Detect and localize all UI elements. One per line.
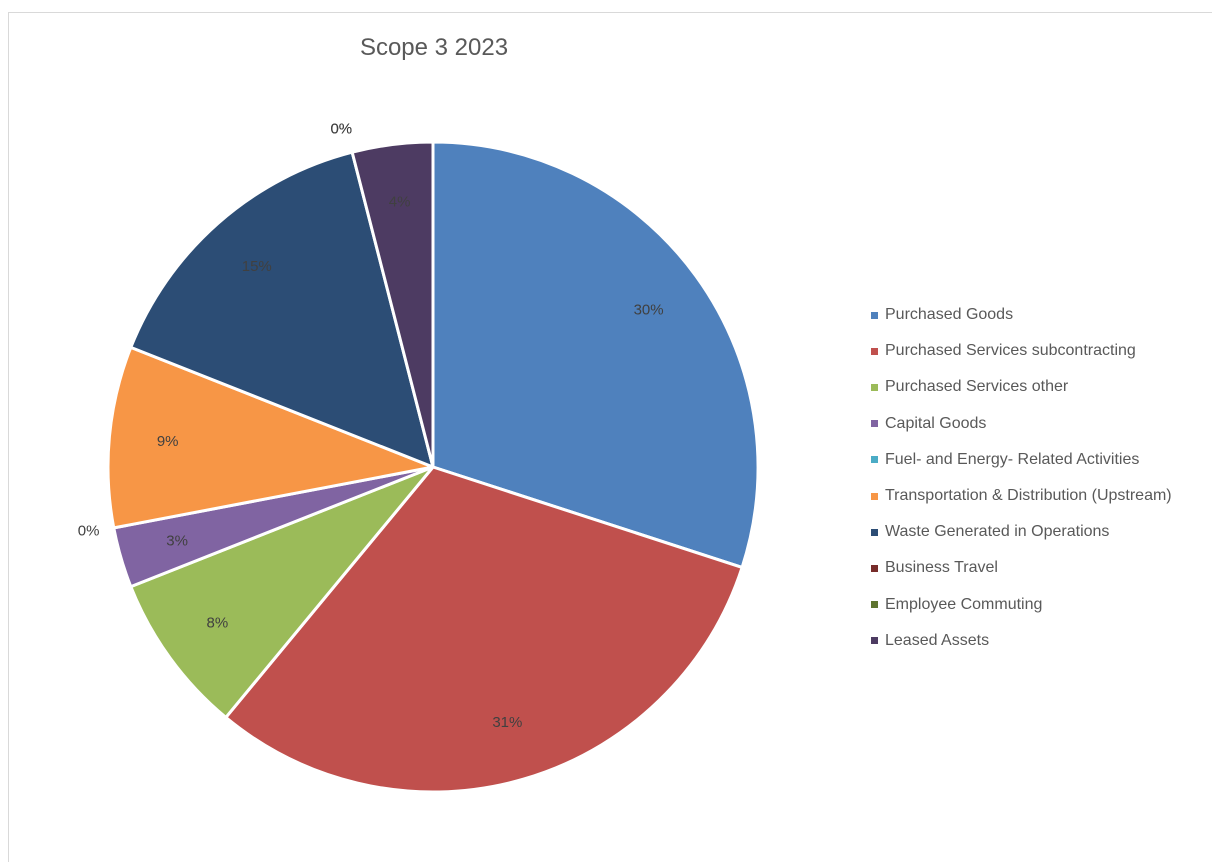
- legend-item-purchased-services-other: Purchased Services other: [871, 369, 1172, 405]
- legend-swatch: [871, 564, 878, 572]
- data-label-business-travel: 0%: [330, 120, 352, 137]
- legend-swatch: [871, 637, 878, 645]
- legend-label: Business Travel: [885, 559, 998, 577]
- legend-swatch: [871, 492, 878, 500]
- data-label-waste-generated-in-operations: 15%: [242, 258, 272, 275]
- legend-label: Purchased Goods: [885, 306, 1014, 324]
- data-label-purchased-services-subcontracting: 31%: [492, 714, 522, 731]
- legend-item-business-travel: Business Travel: [871, 550, 1172, 586]
- data-label-capital-goods: 3%: [166, 532, 188, 549]
- legend-label: Fuel- and Energy- Related Activities: [885, 450, 1140, 468]
- legend-label: Purchased Services other: [885, 378, 1069, 396]
- data-label-purchased-services-other: 8%: [207, 615, 229, 632]
- chart-title: Scope 3 2023: [359, 34, 509, 61]
- legend-item-capital-goods: Capital Goods: [871, 406, 1172, 442]
- legend-item-transportation-distribution-upstream: Transportation & Distribution (Upstream): [871, 478, 1172, 514]
- legend-swatch: [871, 347, 878, 355]
- data-label-transportation-distribution-upstream: 9%: [157, 433, 179, 450]
- pie-slice-transportation-distribution-upstream: [106, 345, 435, 530]
- data-label-leased-assets: 4%: [389, 194, 411, 211]
- legend-swatch: [871, 420, 878, 428]
- data-label-fuel-and-energy-related-activities: 0%: [78, 523, 100, 540]
- legend-swatch: [871, 383, 878, 391]
- pie-slice-purchased-services-other: [129, 465, 435, 719]
- pie-slice-waste-generated-in-operations: [129, 150, 435, 469]
- data-label-employee-commuting: 0%: [330, 120, 352, 137]
- legend-item-fuel-and-energy-related-activities: Fuel- and Energy- Related Activities: [871, 442, 1172, 478]
- legend-swatch: [871, 528, 878, 536]
- legend-label: Waste Generated in Operations: [885, 523, 1110, 541]
- legend-swatch: [871, 601, 878, 609]
- pie-slice-leased-assets: [350, 140, 435, 469]
- legend-label: Employee Commuting: [885, 595, 1043, 613]
- legend-item-purchased-goods: Purchased Goods: [871, 297, 1172, 333]
- pie-slice-purchased-services-subcontracting: [224, 465, 744, 794]
- legend-item-leased-assets: Leased Assets: [871, 623, 1172, 659]
- legend-swatch: [871, 456, 878, 464]
- chart-legend: Purchased Goods Purchased Services subcon…: [871, 297, 1172, 659]
- legend-item-purchased-services-subcontracting: Purchased Services subcontracting: [871, 333, 1172, 369]
- legend-label: Capital Goods: [885, 414, 987, 432]
- data-label-purchased-goods: 30%: [634, 301, 664, 318]
- pie-slice-purchased-goods: [431, 140, 760, 569]
- legend-label: Transportation & Distribution (Upstream): [885, 487, 1172, 505]
- legend-label: Purchased Services subcontracting: [885, 342, 1136, 360]
- legend-item-employee-commuting: Employee Commuting: [871, 587, 1172, 623]
- legend-swatch: [871, 311, 878, 319]
- legend-item-waste-generated-in-operations: Waste Generated in Operations: [871, 514, 1172, 550]
- legend-label: Leased Assets: [885, 631, 990, 649]
